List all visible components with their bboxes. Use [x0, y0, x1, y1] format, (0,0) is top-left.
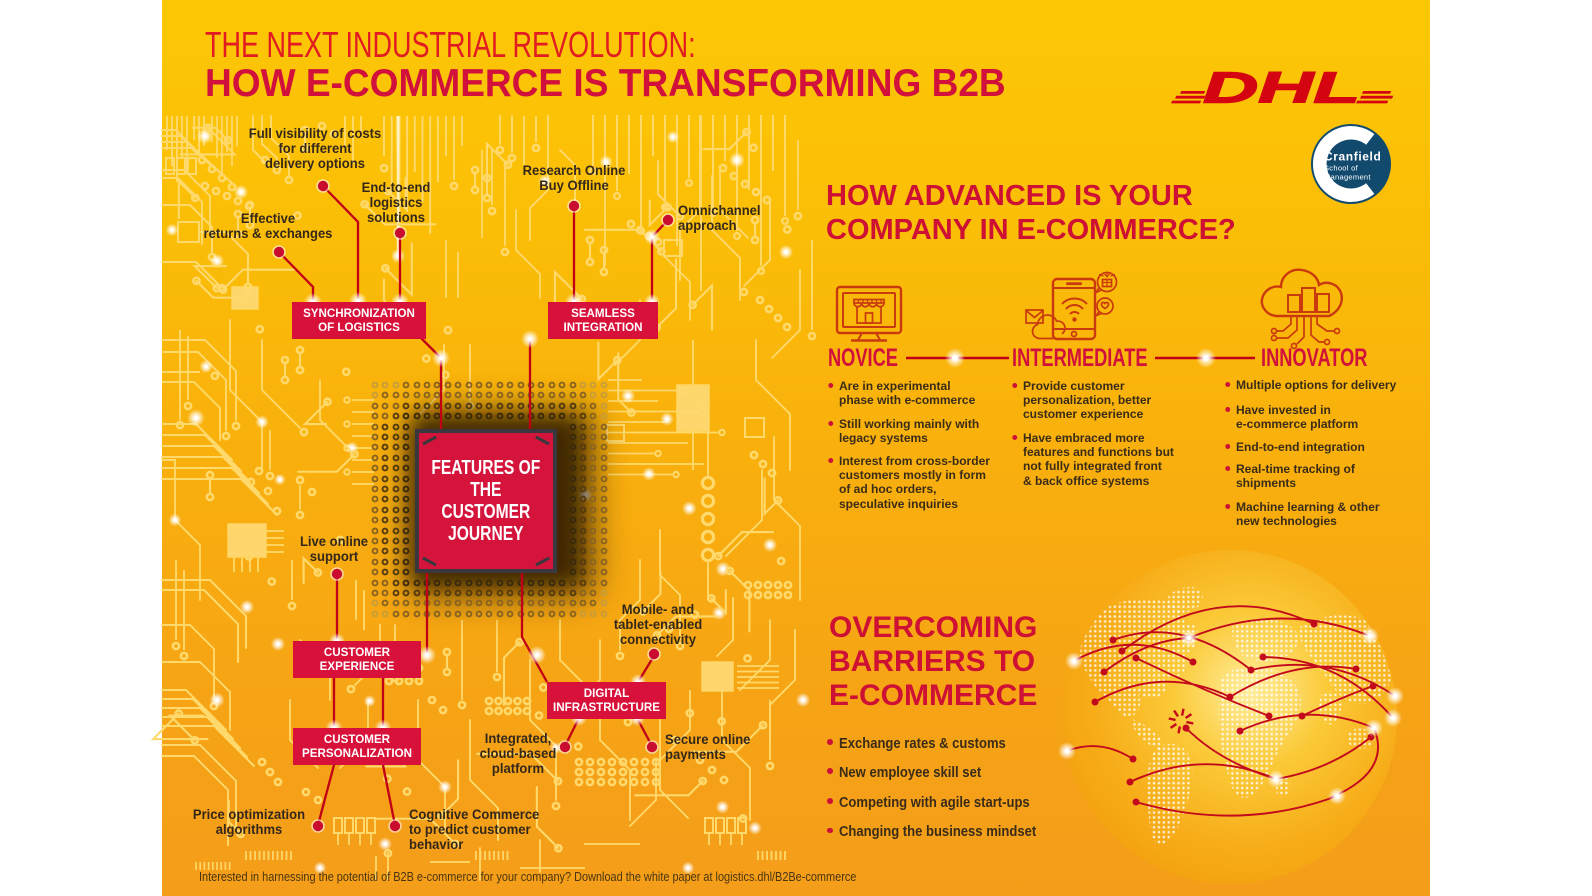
svg-text:DHL: DHL — [1203, 64, 1360, 113]
svg-text:Cranfield: Cranfield — [1324, 150, 1381, 164]
svg-text:Management: Management — [1324, 173, 1371, 182]
svg-text:School of: School of — [1324, 164, 1359, 173]
